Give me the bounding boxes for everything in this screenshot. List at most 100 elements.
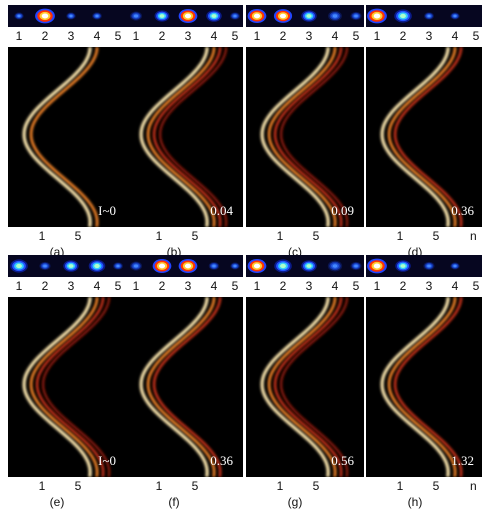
beam-trajectory (41, 297, 111, 477)
intensity-spot (247, 258, 267, 274)
power-value: I~0 (98, 203, 116, 218)
strip-tick-label: 5 (352, 279, 360, 293)
bottom-tick-label: 5 (74, 229, 82, 243)
beam-trajectory (273, 47, 343, 227)
intensity-spot (274, 259, 292, 273)
strip-tick-label: 5 (472, 29, 480, 43)
power-value: 0.56 (331, 453, 354, 468)
propagation-image: 0.36 (125, 297, 243, 477)
bottom-tick-label: 5 (191, 229, 199, 243)
bottom-tick-label: 5 (312, 229, 320, 243)
intensity-spot (327, 260, 343, 272)
propagation-image: 0.36 (366, 47, 482, 227)
intensity-spot (63, 260, 79, 272)
strip-tick-label: 2 (279, 29, 287, 43)
intensity-spot (350, 11, 362, 21)
intensity-spot (88, 259, 106, 273)
beam-trajectory (279, 47, 349, 227)
power-value: 0.36 (210, 453, 233, 468)
beam-trajectory (387, 47, 457, 227)
intensity-spot (450, 12, 460, 20)
intensity-spot (230, 262, 240, 270)
intensity-spot (208, 262, 220, 270)
power-value: 0.04 (210, 203, 233, 218)
beam-trajectory (260, 47, 330, 227)
intensity-spot (35, 8, 55, 24)
intensity-spot (247, 8, 267, 24)
strip-tick-label: 2 (41, 279, 49, 293)
bottom-tick-label: 1 (396, 479, 404, 493)
strip-tick-label: 4 (210, 29, 218, 43)
intensity-spot (178, 258, 198, 274)
strip-tick-label: 4 (210, 279, 218, 293)
propagation-image: I~0 (8, 297, 126, 477)
power-value: 1.32 (451, 453, 474, 468)
strip-tick-label: 4 (331, 29, 339, 43)
strip-tick-label: 1 (373, 29, 381, 43)
beam-trajectory (22, 47, 92, 227)
panel-caption: (g) (287, 495, 303, 509)
intensity-spot (178, 8, 198, 24)
panel-caption: (h) (407, 495, 423, 509)
strip-tick-label: 1 (253, 29, 261, 43)
bottom-tick-label: 1 (155, 229, 163, 243)
strip-tick-label: 1 (132, 29, 140, 43)
beam-trajectory (393, 47, 463, 227)
propagation-image: 0.04 (125, 47, 243, 227)
bottom-tick-label: 5 (191, 479, 199, 493)
intensity-spot (394, 9, 412, 23)
intensity-spot (206, 10, 222, 22)
strip-tick-label: 4 (331, 279, 339, 293)
intensity-spot (14, 12, 24, 20)
strip-tick-label: 1 (15, 29, 23, 43)
beam-trajectory (380, 47, 450, 227)
intensity-spot (301, 260, 317, 272)
bottom-tick-label: 1 (396, 229, 404, 243)
strip-tick-label: 3 (305, 279, 313, 293)
strip-tick-label: 5 (231, 29, 239, 43)
strip-tick-label: 3 (425, 29, 433, 43)
beam-trajectory (146, 47, 216, 227)
strip-tick-label: 2 (279, 279, 287, 293)
intensity-strip (125, 255, 243, 277)
strip-tick-label: 3 (425, 279, 433, 293)
beam-trajectory (152, 297, 222, 477)
beam-trajectory (387, 297, 457, 477)
intensity-spot (152, 258, 172, 274)
bottom-tick-label: 5 (74, 479, 82, 493)
strip-tick-label: 3 (184, 29, 192, 43)
strip-tick-label: 2 (41, 29, 49, 43)
intensity-strip (8, 255, 126, 277)
beam-trajectory (139, 297, 209, 477)
intensity-strip (8, 5, 126, 27)
intensity-spot (423, 261, 435, 271)
beam-trajectory (152, 47, 222, 227)
beam-trajectory (35, 297, 105, 477)
bottom-tick-label: 5 (312, 479, 320, 493)
intensity-spot (301, 10, 317, 22)
beam-trajectory (267, 297, 337, 477)
beam-trajectory (22, 297, 92, 477)
intensity-spot (273, 9, 293, 23)
beam-trajectory (146, 297, 216, 477)
strip-tick-label: 1 (15, 279, 23, 293)
strip-tick-label: 5 (352, 29, 360, 43)
bottom-tick-label: 5 (432, 479, 440, 493)
propagation-image: 0.09 (246, 47, 364, 227)
intensity-spot (154, 10, 170, 22)
intensity-spot (129, 11, 143, 21)
strip-tick-label: 4 (93, 279, 101, 293)
strip-tick-label: 5 (114, 279, 122, 293)
strip-tick-label: 4 (93, 29, 101, 43)
propagation-image: 0.56 (246, 297, 364, 477)
